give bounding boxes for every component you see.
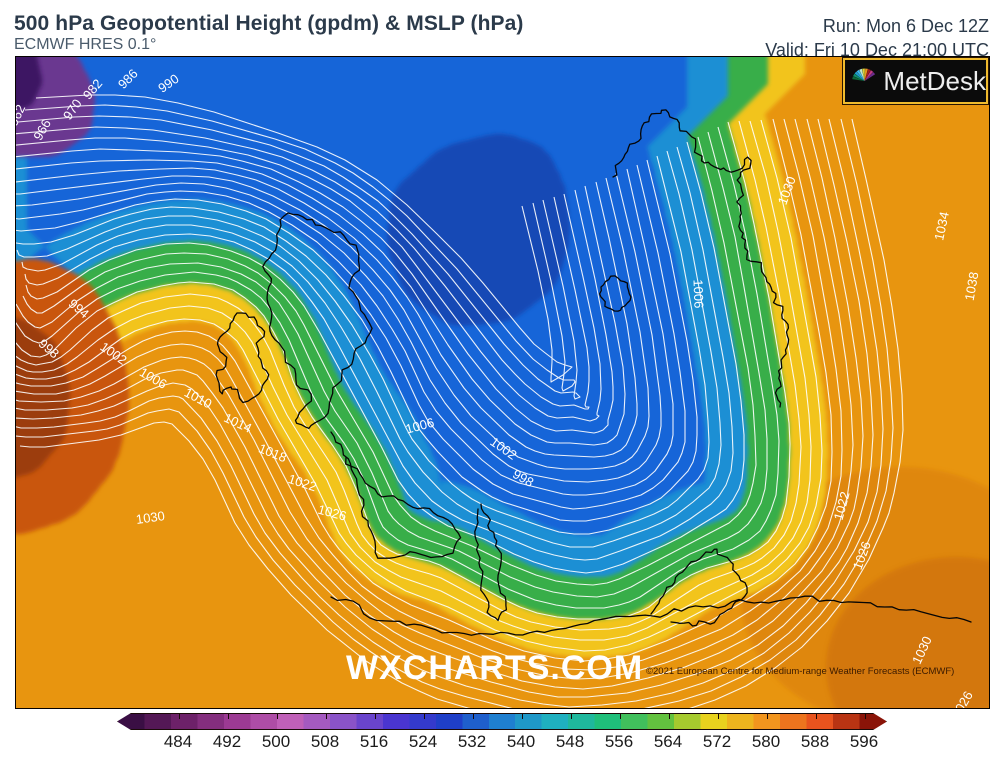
svg-text:1018: 1018: [256, 440, 288, 465]
svg-text:1030: 1030: [909, 634, 935, 667]
svg-text:1026: 1026: [316, 502, 348, 524]
svg-text:1030: 1030: [775, 174, 799, 206]
svg-text:1006: 1006: [690, 279, 706, 308]
svg-text:970: 970: [60, 96, 85, 122]
svg-text:994: 994: [66, 296, 92, 321]
svg-text:1034: 1034: [931, 210, 952, 241]
svg-text:990: 990: [155, 71, 181, 96]
svg-text:1002: 1002: [487, 434, 519, 463]
svg-text:1030: 1030: [135, 508, 166, 527]
svg-text:1026: 1026: [948, 688, 975, 708]
svg-text:1038: 1038: [962, 271, 982, 302]
svg-text:982: 982: [80, 76, 105, 102]
svg-text:1002: 1002: [97, 339, 129, 368]
svg-text:1014: 1014: [222, 410, 255, 436]
svg-text:962: 962: [15, 102, 28, 128]
svg-text:1006: 1006: [404, 415, 436, 437]
svg-text:986: 986: [115, 66, 141, 92]
svg-text:1006: 1006: [137, 364, 170, 391]
svg-text:1022: 1022: [831, 490, 853, 522]
